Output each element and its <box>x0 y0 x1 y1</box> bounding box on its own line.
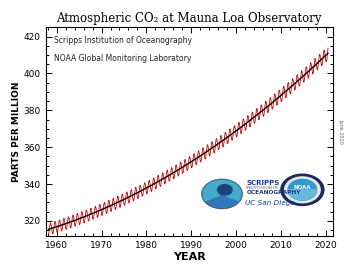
Circle shape <box>288 179 317 200</box>
Text: INSTITUTION OF: INSTITUTION OF <box>246 186 279 190</box>
Text: OCEANOGRAPHY: OCEANOGRAPHY <box>246 190 301 195</box>
Circle shape <box>285 177 320 203</box>
Wedge shape <box>202 179 242 201</box>
Wedge shape <box>289 190 316 200</box>
X-axis label: YEAR: YEAR <box>173 252 205 262</box>
Text: Scripps Institution of Oceanography: Scripps Institution of Oceanography <box>54 36 192 45</box>
Text: NOAA: NOAA <box>294 185 311 190</box>
Text: June 2020: June 2020 <box>338 119 343 144</box>
Circle shape <box>202 179 242 209</box>
Y-axis label: PARTS PER MILLION: PARTS PER MILLION <box>12 81 21 182</box>
Text: NOAA Global Monitoring Laboratory: NOAA Global Monitoring Laboratory <box>54 55 191 64</box>
Title: Atmospheric CO₂ at Mauna Loa Observatory: Atmospheric CO₂ at Mauna Loa Observatory <box>56 12 322 25</box>
Text: UC San Diego: UC San Diego <box>245 200 295 206</box>
Text: SCRIPPS: SCRIPPS <box>246 179 280 185</box>
Circle shape <box>218 185 232 195</box>
Circle shape <box>281 174 324 206</box>
